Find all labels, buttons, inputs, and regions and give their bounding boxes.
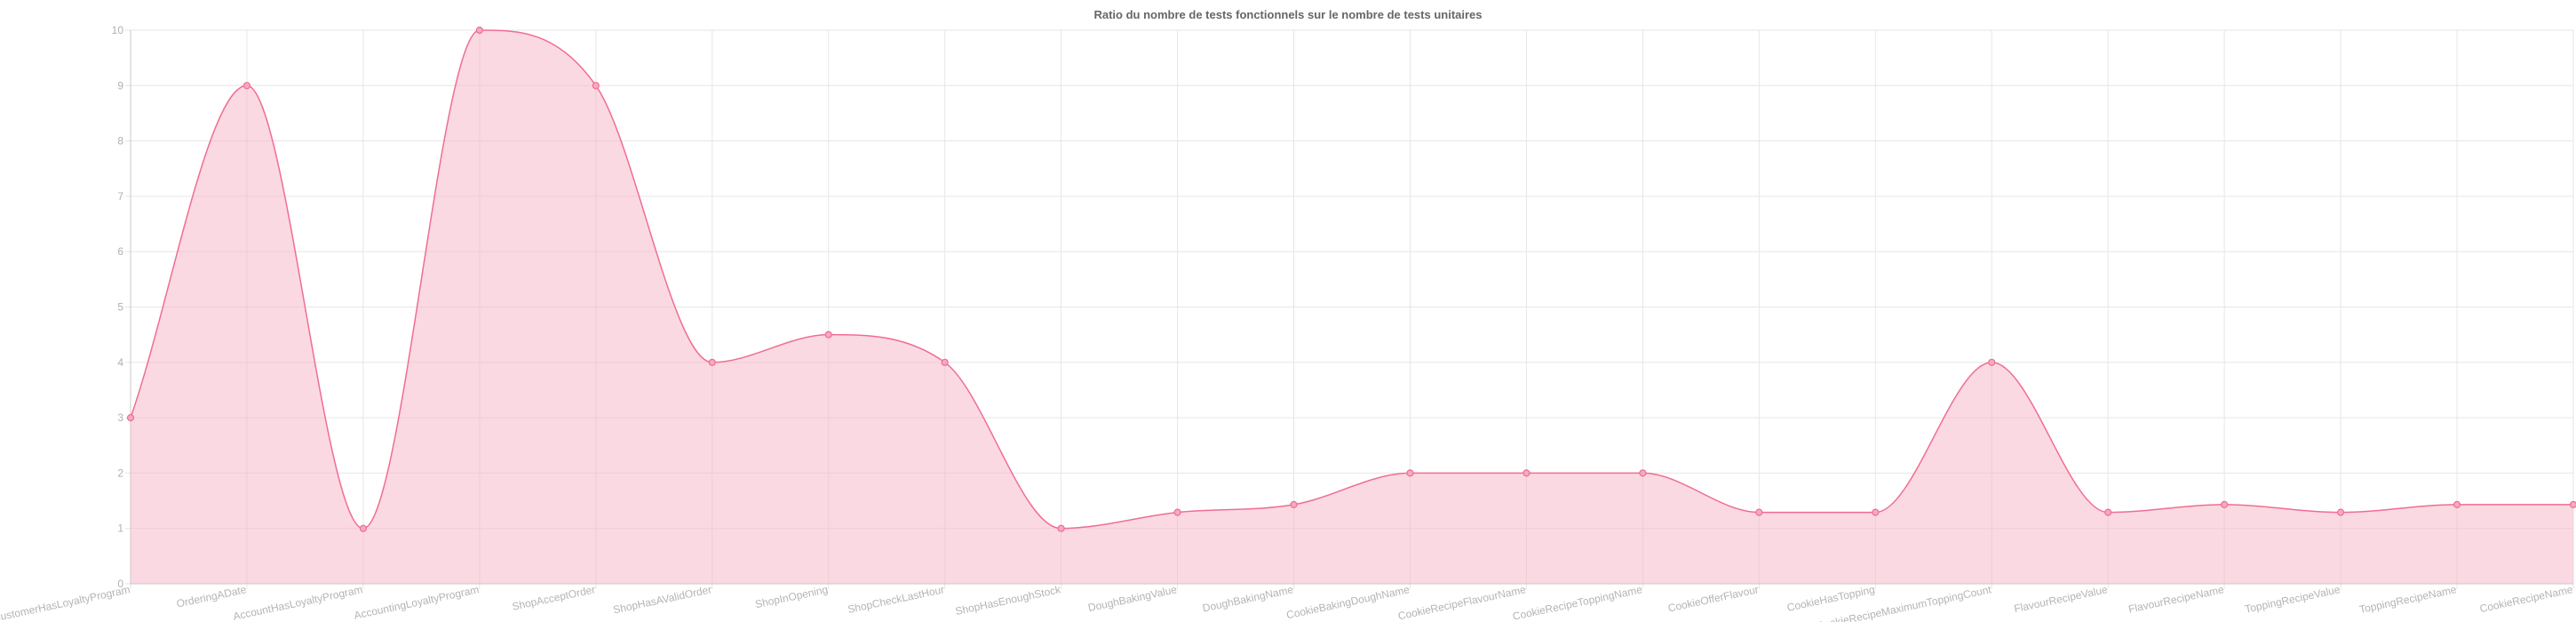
x-tick-label: CustomerHasLoyaltyProgram [0, 583, 131, 622]
x-tick-label: AccountingLoyaltyProgram [353, 583, 480, 622]
y-axis-ticks: 0 1 2 3 4 5 6 7 8 9 10 [112, 24, 124, 590]
x-tick-label: OrderingADate [175, 583, 248, 610]
y-tick-label: 5 [117, 301, 123, 314]
x-tick-label: ShopCheckLastHour [847, 583, 945, 616]
x-tick-label: CookieRecipeName [2478, 583, 2574, 615]
x-tick-label: CookieHasTopping [1785, 583, 1875, 614]
data-point-AccountHasLoyaltyProgram[interactable] [359, 524, 368, 532]
series-line [130, 29, 2573, 530]
data-point-CookieHasTopping[interactable] [1872, 508, 1880, 516]
y-tick-label: 10 [112, 24, 124, 36]
x-tick-label: ToppingRecipeValue [2244, 583, 2341, 615]
x-tick-label: DoughBakingName [1201, 583, 1294, 614]
x-tick-label: AccountHasLoyaltyProgram [232, 583, 363, 622]
y-tick-label: 3 [117, 411, 123, 424]
data-point-DoughBakingValue[interactable] [1173, 508, 1181, 516]
data-point-FlavourRecipeValue[interactable] [2104, 508, 2112, 516]
data-point-ShopHasEnoughStock[interactable] [1057, 524, 1065, 532]
data-point-ShopAcceptOrder[interactable] [592, 82, 600, 90]
x-tick-label: ShopHasAValidOrder [612, 583, 712, 616]
y-tick-label: 6 [117, 245, 123, 258]
data-point-CookieBakingDoughName[interactable] [1406, 469, 1414, 477]
data-point-DoughBakingName[interactable] [1290, 500, 1298, 509]
series-area [131, 30, 2573, 584]
y-tick-label: 2 [117, 466, 123, 479]
y-tick-label: 7 [117, 190, 123, 203]
data-point-FlavourRecipeName[interactable] [2221, 500, 2229, 509]
data-point-CookieRecipeMaximumToppingCount[interactable] [1988, 358, 1996, 366]
x-tick-label: FlavourRecipeName [2127, 583, 2225, 616]
y-tick-label: 0 [117, 578, 123, 590]
x-axis-ticks: CustomerHasLoyaltyProgram OrderingADateAc… [0, 583, 2574, 622]
x-tick-label: CookieRecipeToppingName [1512, 583, 1644, 622]
data-point-ToppingRecipeName[interactable] [2453, 500, 2461, 509]
x-tick-label: CookieBakingDoughName [1285, 583, 1411, 621]
data-point-AccountingLoyaltyProgram[interactable] [475, 26, 483, 35]
data-point-CustomerHasLoyaltyProgram[interactable] [126, 414, 135, 422]
x-tick-label: ShopHasEnoughStock [954, 583, 1062, 618]
data-point-CookieRecipeFlavourName[interactable] [1523, 469, 1530, 477]
data-point-CookieRecipeName[interactable] [2569, 500, 2576, 509]
chart-title: Ratio du nombre de tests fonctionnels su… [1093, 8, 1482, 21]
data-point-ShopCheckLastHour[interactable] [941, 358, 949, 366]
y-tick-label: 8 [117, 135, 123, 148]
data-point-CookieRecipeToppingName[interactable] [1639, 469, 1647, 477]
x-tick-label: DoughBakingValue [1087, 583, 1179, 614]
data-point-ShopHasAValidOrder[interactable] [708, 358, 716, 366]
y-tick-label: 9 [117, 79, 123, 92]
x-tick-label: ToppingRecipeName [2358, 583, 2458, 616]
data-point-OrderingADate[interactable] [242, 82, 251, 90]
x-tick-label: ShopAcceptOrder [511, 583, 596, 613]
y-tick-label: 1 [117, 522, 123, 535]
y-tick-label: 4 [117, 356, 123, 369]
x-tick-label: CookieRecipeFlavourName [1397, 583, 1528, 622]
data-point-ToppingRecipeValue[interactable] [2336, 508, 2345, 516]
x-tick-label: FlavourRecipeValue [2013, 583, 2109, 615]
data-points [126, 26, 2576, 532]
x-tick-label: CookieOfferFlavour [1666, 583, 1759, 614]
data-point-ShopInOpening[interactable] [824, 331, 832, 339]
data-point-CookieOfferFlavour[interactable] [1755, 508, 1763, 516]
x-tick-label: ShopInOpening [754, 583, 829, 610]
